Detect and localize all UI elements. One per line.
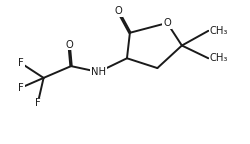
Text: CH₃: CH₃	[209, 26, 228, 36]
Text: O: O	[114, 6, 122, 16]
Text: CH₃: CH₃	[209, 53, 228, 63]
Text: F: F	[35, 98, 40, 108]
Text: F: F	[18, 58, 24, 68]
Text: NH: NH	[91, 67, 106, 77]
Text: F: F	[18, 83, 24, 93]
Text: O: O	[65, 40, 73, 50]
Text: O: O	[163, 18, 171, 28]
